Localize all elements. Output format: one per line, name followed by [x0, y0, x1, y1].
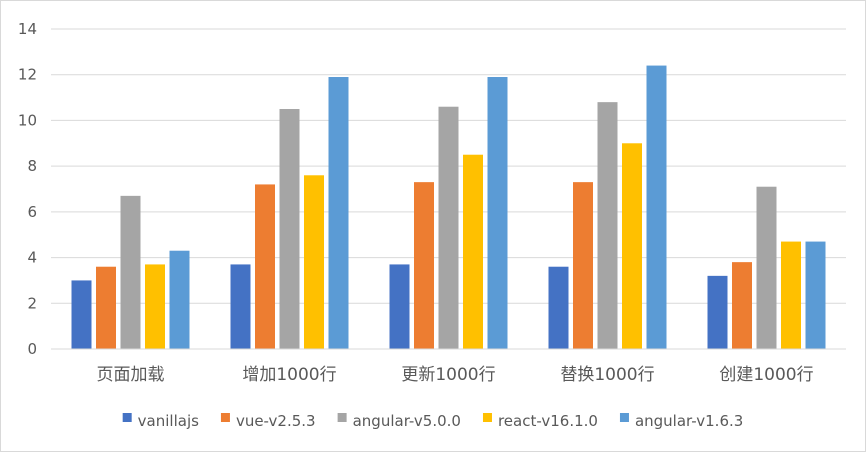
legend-item-vue-v2.5.3: vue-v2.5.3: [220, 412, 316, 430]
legend-item-react-v16.1.0: react-v16.1.0: [482, 412, 598, 430]
legend-item-vanillajs: vanillajs: [122, 412, 199, 430]
y-tick-label: 2: [27, 294, 37, 312]
bar-react-v16.1.0-0: [145, 264, 165, 349]
legend-item-angular-v5.0.0: angular-v5.0.0: [337, 412, 461, 430]
bar-vue-v2.5.3-0: [96, 266, 116, 349]
legend-swatch: [482, 413, 492, 422]
legend-swatch: [122, 413, 132, 422]
bar-vue-v2.5.3-1: [255, 184, 275, 349]
y-tick-label: 6: [27, 203, 37, 221]
y-tick-label: 0: [27, 340, 37, 358]
y-tick-label: 4: [27, 249, 37, 267]
legend-label: react-v16.1.0: [498, 412, 598, 430]
bar-react-v16.1.0-1: [304, 175, 324, 349]
bar-vue-v2.5.3-2: [414, 182, 434, 349]
legend: vanillajs vue-v2.5.3 angular-v5.0.0 react-v…: [122, 412, 743, 430]
bar-angular-v5.0.0-0: [120, 195, 141, 349]
legend-item-angular-v1.6.3: angular-v1.6.3: [619, 412, 743, 430]
bar-angular-v5.0.0-4: [756, 186, 777, 349]
x-category-label: 更新1000行: [401, 365, 495, 385]
x-axis-categories: 页面加载 增加1000行 更新1000行 替换1000行 创建1000行: [97, 365, 814, 385]
legend-label: angular-v5.0.0: [353, 412, 461, 430]
bar-react-v16.1.0-3: [622, 143, 642, 349]
x-category-label: 创建1000行: [719, 365, 813, 385]
legend-label: vanillajs: [138, 412, 199, 430]
legend-swatch: [220, 413, 230, 422]
bar-angular-v5.0.0-2: [438, 106, 459, 349]
bar-angular-v1.6.3-0: [169, 250, 190, 349]
bar-angular-v5.0.0-1: [279, 109, 300, 349]
y-tick-label: 10: [18, 111, 37, 129]
legend-label: angular-v1.6.3: [635, 412, 743, 430]
y-axis-ticks: 0 2 4 6 8 10 12 14: [18, 20, 37, 358]
bar-vue-v2.5.3-4: [732, 262, 752, 349]
bar-angular-v1.6.3-3: [646, 65, 667, 350]
legend-swatch: [337, 413, 347, 422]
y-tick-label: 14: [18, 20, 37, 38]
legend-label: vue-v2.5.3: [236, 412, 316, 430]
x-category-label: 页面加载: [97, 365, 165, 385]
y-tick-label: 8: [27, 157, 37, 175]
bar-angular-v5.0.0-3: [597, 102, 618, 350]
bar-react-v16.1.0-2: [463, 154, 483, 349]
y-tick-label: 12: [18, 66, 37, 84]
bar-vanillajs-2: [389, 264, 410, 349]
bars: [71, 65, 826, 350]
bar-vanillajs-1: [230, 264, 251, 349]
bar-vanillajs-0: [71, 280, 92, 349]
x-category-label: 增加1000行: [242, 365, 336, 385]
x-category-label: 替换1000行: [560, 365, 654, 385]
bar-angular-v1.6.3-4: [805, 241, 826, 349]
bar-vanillajs-4: [707, 275, 728, 349]
bar-angular-v1.6.3-2: [487, 77, 508, 349]
bar-vanillajs-3: [548, 266, 569, 349]
bar-react-v16.1.0-4: [781, 241, 801, 349]
bar-angular-v1.6.3-1: [328, 77, 349, 349]
legend-swatch: [619, 413, 629, 422]
bar-vue-v2.5.3-3: [573, 182, 593, 349]
